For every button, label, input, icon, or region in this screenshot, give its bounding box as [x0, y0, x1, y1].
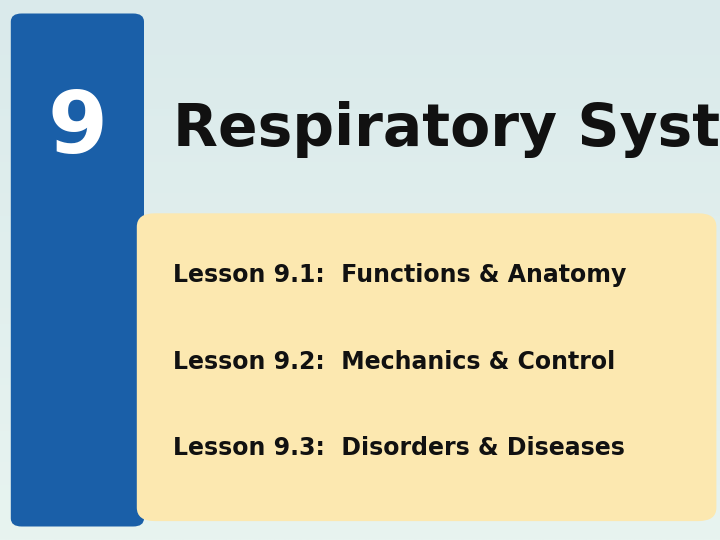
- FancyBboxPatch shape: [137, 213, 716, 521]
- Text: Lesson 9.3:  Disorders & Diseases: Lesson 9.3: Disorders & Diseases: [173, 436, 625, 460]
- FancyBboxPatch shape: [11, 14, 144, 526]
- Text: Lesson 9.2:  Mechanics & Control: Lesson 9.2: Mechanics & Control: [173, 350, 615, 374]
- Text: Respiratory System: Respiratory System: [173, 101, 720, 158]
- Text: 9: 9: [48, 88, 107, 171]
- Text: Lesson 9.1:  Functions & Anatomy: Lesson 9.1: Functions & Anatomy: [173, 264, 626, 287]
